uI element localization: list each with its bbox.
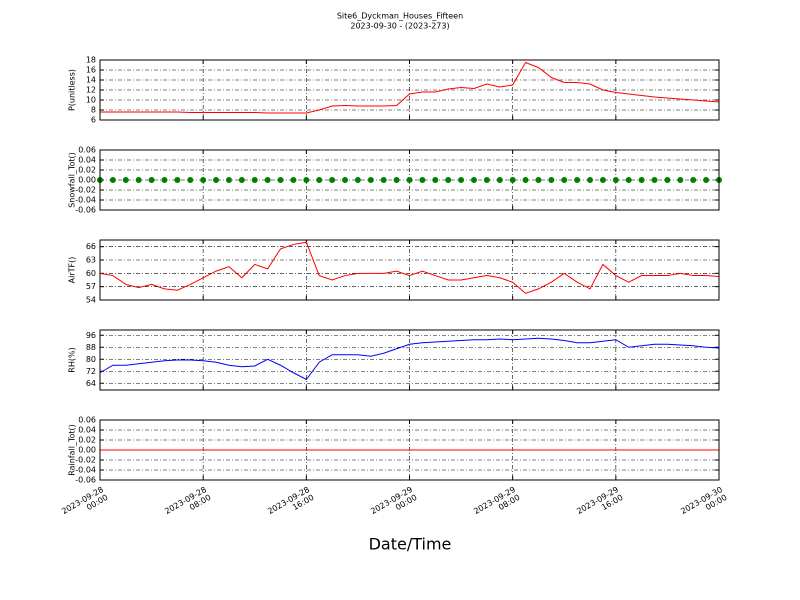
data-point <box>122 177 129 183</box>
data-point <box>277 177 284 183</box>
axes-frame <box>99 149 720 211</box>
figure-subtitle: 2023-09-30 - (2023-273) <box>350 22 449 31</box>
axes-frame <box>99 329 720 391</box>
data-point <box>496 177 503 183</box>
y-tick-label: 0.02 <box>78 166 96 175</box>
data-point <box>393 177 400 183</box>
y-tick-label: -0.04 <box>75 196 96 205</box>
data-point <box>109 177 116 183</box>
y-tick-label: 0.00 <box>78 176 96 185</box>
data-line <box>99 241 720 294</box>
data-point <box>238 177 245 183</box>
data-point <box>599 177 606 183</box>
data-point <box>509 177 516 183</box>
data-point <box>303 177 310 183</box>
data-point <box>419 177 426 183</box>
axes-frame <box>99 419 720 481</box>
y-tick-label: 16 <box>86 66 96 75</box>
y-axis-label: Rainfall_Tot() <box>68 424 77 476</box>
y-tick-label: 88 <box>86 343 96 352</box>
y-tick-label: 0.04 <box>78 156 96 165</box>
y-tick-label: 80 <box>86 355 96 364</box>
data-point <box>135 177 142 183</box>
y-axis-label: RH(%) <box>68 347 77 372</box>
y-tick-label: 0.04 <box>78 426 96 435</box>
y-tick-label: 18 <box>86 56 96 65</box>
y-tick-label: 72 <box>86 367 96 376</box>
data-point <box>432 177 439 183</box>
data-point <box>522 177 529 183</box>
axes-frame <box>99 59 720 121</box>
data-point <box>690 177 697 183</box>
data-point <box>651 177 658 183</box>
y-tick-label: 66 <box>86 242 96 251</box>
data-point <box>664 177 671 183</box>
data-point <box>316 177 323 183</box>
data-point <box>290 177 297 183</box>
data-point <box>200 177 207 183</box>
y-tick-label: 0.06 <box>78 416 96 425</box>
data-point <box>174 177 181 183</box>
data-point <box>483 177 490 183</box>
data-point <box>213 177 220 183</box>
data-point <box>161 177 168 183</box>
data-point <box>367 177 374 183</box>
data-point <box>251 177 258 183</box>
data-point <box>264 177 271 183</box>
data-point <box>625 177 632 183</box>
y-axis-label: Snowfall_Tot() <box>68 152 77 208</box>
y-tick-label: 54 <box>86 296 96 305</box>
y-tick-label: 63 <box>86 256 96 265</box>
y-tick-label: 96 <box>86 331 96 340</box>
data-point <box>561 177 568 183</box>
data-line <box>99 337 720 381</box>
y-tick-label: 0.06 <box>78 146 96 155</box>
y-tick-label: 8 <box>91 106 96 115</box>
data-point <box>329 177 336 183</box>
y-tick-label: -0.06 <box>75 476 96 485</box>
x-axis-label: Date/Time <box>369 535 452 554</box>
data-point <box>458 177 465 183</box>
y-tick-label: 60 <box>86 269 96 278</box>
data-point <box>342 177 349 183</box>
data-point <box>406 177 413 183</box>
data-line <box>100 61 720 114</box>
data-point <box>470 177 477 183</box>
y-tick-label: -0.02 <box>75 456 96 465</box>
data-point <box>354 177 361 183</box>
data-point <box>612 177 619 183</box>
data-point <box>677 177 684 183</box>
axes-frame <box>99 239 720 301</box>
y-tick-label: 14 <box>86 76 96 85</box>
y-tick-label: -0.02 <box>75 186 96 195</box>
data-point <box>187 177 194 183</box>
data-point <box>225 177 232 183</box>
y-tick-label: -0.06 <box>75 206 96 215</box>
data-point <box>535 177 542 183</box>
figure-title: Site6_Dyckman_Houses_Fifteen <box>337 12 463 21</box>
y-tick-label: 12 <box>86 86 96 95</box>
data-point <box>380 177 387 183</box>
y-tick-label: 6 <box>91 116 96 125</box>
y-tick-label: 10 <box>86 96 96 105</box>
data-point <box>703 177 710 183</box>
y-tick-label: 64 <box>86 379 96 388</box>
data-point <box>574 177 581 183</box>
data-point <box>638 177 645 183</box>
y-axis-label: AirTF() <box>68 257 77 284</box>
data-point <box>548 177 555 183</box>
data-point <box>148 177 155 183</box>
y-tick-label: -0.04 <box>75 466 96 475</box>
data-point <box>587 177 594 183</box>
data-point <box>445 177 452 183</box>
y-tick-label: 0.00 <box>78 446 96 455</box>
y-tick-label: 0.02 <box>78 436 96 445</box>
y-tick-label: 57 <box>86 282 96 291</box>
y-axis-label: P(unitless) <box>68 69 77 111</box>
